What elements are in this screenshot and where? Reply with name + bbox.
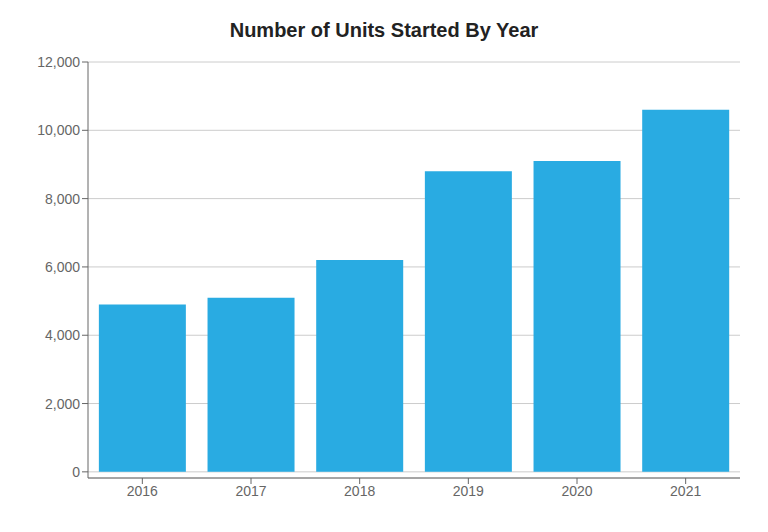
svg-text:2021: 2021 (670, 483, 701, 499)
svg-text:8,000: 8,000 (45, 191, 80, 207)
svg-text:12,000: 12,000 (37, 54, 80, 70)
svg-text:2016: 2016 (127, 483, 158, 499)
svg-text:2,000: 2,000 (45, 396, 80, 412)
html-text:Number of Units Started By Yea: Number of Units Started By Year (229, 19, 539, 41)
svg-text:2017: 2017 (235, 483, 266, 499)
svg-text:6,000: 6,000 (45, 259, 80, 275)
svg-text:2020: 2020 (561, 483, 592, 499)
svg-text:2019: 2019 (453, 483, 484, 499)
svg-text:2018: 2018 (344, 483, 375, 499)
svg-text:4,000: 4,000 (45, 327, 80, 343)
svg-text:0: 0 (72, 464, 80, 480)
svg-text:10,000: 10,000 (37, 122, 80, 138)
